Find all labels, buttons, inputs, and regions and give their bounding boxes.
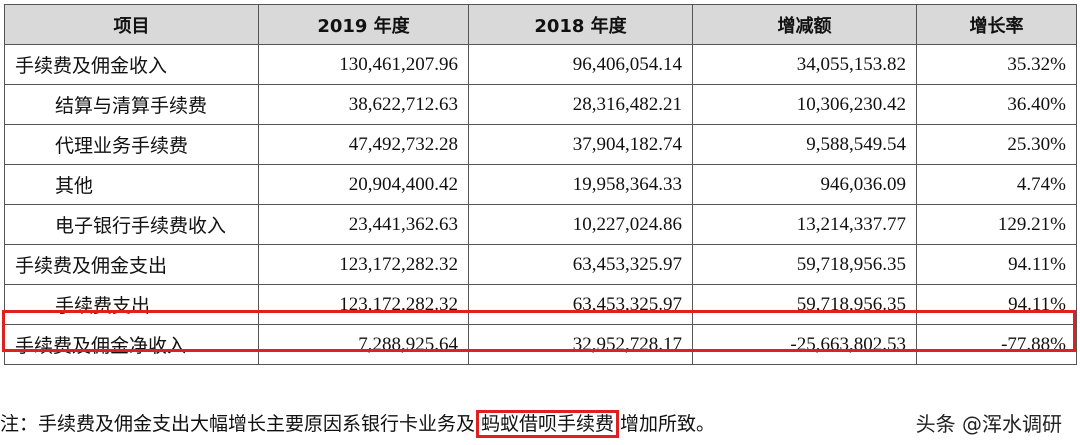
header-change: 增减额 — [692, 4, 917, 45]
row-change: 13,214,337.77 — [692, 204, 917, 245]
row-2018: 37,904,182.74 — [468, 124, 693, 165]
row-2019: 123,172,282.32 — [258, 244, 469, 285]
row-change: 946,036.09 — [692, 164, 917, 205]
row-change: 34,055,153.82 — [692, 44, 917, 85]
header-item: 项目 — [4, 4, 259, 45]
table-row: 其他 20,904,400.42 19,958,364.33 946,036.0… — [4, 164, 1077, 205]
row-rate: 94.11% — [916, 244, 1077, 285]
fee-commission-table: 项目 2019 年度 2018 年度 增减额 增长率 手续费及佣金收入 130,… — [4, 4, 1077, 365]
row-rate: 35.32% — [916, 44, 1077, 85]
row-item: 手续费及佣金收入 — [4, 44, 259, 85]
row-2019: 7,288,925.64 — [258, 324, 469, 365]
table-row-highlighted: 手续费支出 123,172,282.32 63,453,325.97 59,71… — [4, 284, 1077, 325]
table-row: 手续费及佣金收入 130,461,207.96 96,406,054.14 34… — [4, 44, 1077, 85]
row-rate: 4.74% — [916, 164, 1077, 205]
row-2019: 123,172,282.32 — [258, 284, 469, 325]
row-2018: 63,453,325.97 — [468, 244, 693, 285]
row-item: 手续费及佣金净收入 — [4, 324, 259, 365]
row-change: 59,718,956.35 — [692, 284, 917, 325]
row-2018: 19,958,364.33 — [468, 164, 693, 205]
row-change: 9,588,549.54 — [692, 124, 917, 165]
row-rate: 94.11% — [916, 284, 1077, 325]
table-row: 结算与清算手续费 38,622,712.63 28,316,482.21 10,… — [4, 84, 1077, 125]
row-2019: 47,492,732.28 — [258, 124, 469, 165]
footnote-highlight: 蚂蚁借呗手续费 — [476, 410, 620, 438]
footnote-prefix: 注：手续费及佣金支出大幅增长主要原因系银行卡业务及 — [0, 413, 476, 435]
table-row: 代理业务手续费 47,492,732.28 37,904,182.74 9,58… — [4, 124, 1077, 165]
footnote-suffix: 增加所致。 — [620, 413, 716, 435]
header-2018: 2018 年度 — [468, 4, 693, 45]
row-2019: 20,904,400.42 — [258, 164, 469, 205]
row-2018: 63,453,325.97 — [468, 284, 693, 325]
row-2018: 10,227,024.86 — [468, 204, 693, 245]
row-item: 其他 — [4, 164, 259, 205]
row-item: 电子银行手续费收入 — [4, 204, 259, 245]
header-growth-rate: 增长率 — [916, 4, 1077, 45]
table-row: 手续费及佣金净收入 7,288,925.64 32,952,728.17 -25… — [4, 324, 1077, 365]
row-change: -25,663,802.53 — [692, 324, 917, 365]
row-item: 结算与清算手续费 — [4, 84, 259, 125]
row-rate: 25.30% — [916, 124, 1077, 165]
row-item: 手续费及佣金支出 — [4, 244, 259, 285]
row-rate: 129.21% — [916, 204, 1077, 245]
row-2018: 32,952,728.17 — [468, 324, 693, 365]
row-2019: 23,441,362.63 — [258, 204, 469, 245]
row-2019: 38,622,712.63 — [258, 84, 469, 125]
row-change: 10,306,230.42 — [692, 84, 917, 125]
row-2018: 28,316,482.21 — [468, 84, 693, 125]
header-2019: 2019 年度 — [258, 4, 469, 45]
row-rate: -77.88% — [916, 324, 1077, 365]
table-header-row: 项目 2019 年度 2018 年度 增减额 增长率 — [4, 4, 1077, 45]
row-change: 59,718,956.35 — [692, 244, 917, 285]
table-row: 电子银行手续费收入 23,441,362.63 10,227,024.86 13… — [4, 204, 1077, 245]
row-item: 代理业务手续费 — [4, 124, 259, 165]
footnote: 注：手续费及佣金支出大幅增长主要原因系银行卡业务及 蚂蚁借呗手续费 增加所致。 — [0, 406, 1080, 442]
row-rate: 36.40% — [916, 84, 1077, 125]
row-item: 手续费支出 — [4, 284, 259, 325]
row-2018: 96,406,054.14 — [468, 44, 693, 85]
row-2019: 130,461,207.96 — [258, 44, 469, 85]
watermark: 头条 @浑水调研 — [911, 408, 1066, 437]
table-row: 手续费及佣金支出 123,172,282.32 63,453,325.97 59… — [4, 244, 1077, 285]
